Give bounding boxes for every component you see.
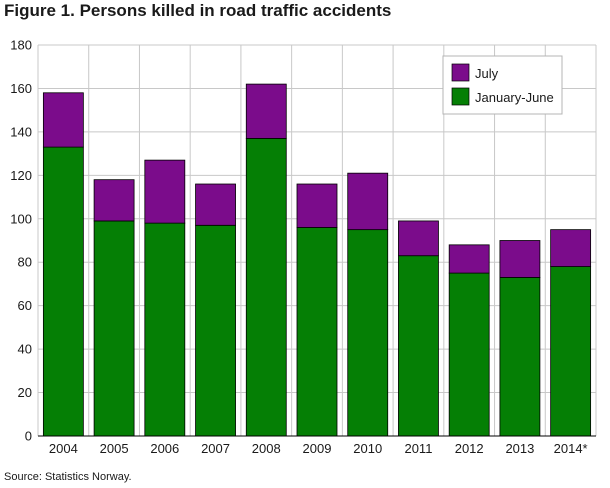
- bar-january-june-2005: [93, 220, 135, 437]
- x-tick-label: 2007: [201, 441, 230, 456]
- bar-january-june-2012: [448, 272, 490, 437]
- bar-january-june-2011: [398, 255, 439, 437]
- bar-july-2009: [296, 183, 338, 228]
- bar-january-june-2007: [195, 224, 236, 437]
- bar-july-2007: [195, 183, 236, 226]
- y-tick-label: 60: [18, 298, 32, 313]
- bar-july-2012: [448, 244, 490, 274]
- y-tick-label: 140: [10, 124, 32, 139]
- bar-july-2010: [347, 172, 389, 231]
- y-tick-label: 180: [10, 38, 32, 53]
- bars: [42, 83, 592, 437]
- x-tick-label: 2012: [455, 441, 484, 456]
- y-tick-label: 40: [18, 342, 32, 357]
- bar-july-2004: [42, 92, 84, 148]
- bar-july-2014*: [550, 229, 592, 267]
- y-tick-label: 20: [18, 385, 32, 400]
- legend-swatch-july: [451, 63, 470, 82]
- bar-july-2006: [144, 159, 186, 224]
- x-tick-label: 2011: [404, 441, 432, 456]
- x-tick-label: 2004: [49, 441, 78, 456]
- source-note: Source: Statistics Norway.: [4, 471, 132, 483]
- legend-label-january-june: January-June: [475, 90, 554, 105]
- x-tick-label: 2014*: [554, 441, 588, 456]
- bar-july-2005: [93, 179, 135, 222]
- chart-title: Figure 1. Persons killed in road traffic…: [4, 1, 392, 20]
- legend-label-july: July: [475, 66, 499, 81]
- x-tick-label: 2006: [150, 441, 179, 456]
- y-tick-label: 100: [10, 211, 32, 226]
- legend: July January-June: [442, 55, 563, 115]
- x-tick-label: 2013: [505, 441, 534, 456]
- bar-january-june-2006: [144, 222, 186, 437]
- bar-january-june-2009: [296, 227, 338, 437]
- bar-january-june-2008: [245, 138, 287, 437]
- bar-january-june-2013: [499, 277, 541, 437]
- axes: 0 20 40 60 80 100 120 140 160 180 2004 2005 2006 2007…: [10, 38, 596, 456]
- x-tick-label: 2010: [353, 441, 382, 456]
- bar-july-2011: [398, 220, 439, 257]
- x-tick-label: 2009: [303, 441, 332, 456]
- x-tick-label: 2005: [100, 441, 129, 456]
- bar-july-2008: [245, 83, 287, 139]
- bar-january-june-2014*: [550, 266, 592, 437]
- y-tick-label: 160: [10, 81, 32, 96]
- y-tick-label: 0: [25, 429, 32, 444]
- bar-january-june-2004: [42, 146, 84, 437]
- bar-july-2013: [499, 240, 541, 278]
- legend-swatch-january-june: [451, 87, 470, 106]
- y-tick-label: 120: [10, 168, 32, 183]
- x-tick-label: 2008: [252, 441, 281, 456]
- y-tick-label: 80: [18, 255, 32, 270]
- bar-january-june-2010: [347, 229, 389, 437]
